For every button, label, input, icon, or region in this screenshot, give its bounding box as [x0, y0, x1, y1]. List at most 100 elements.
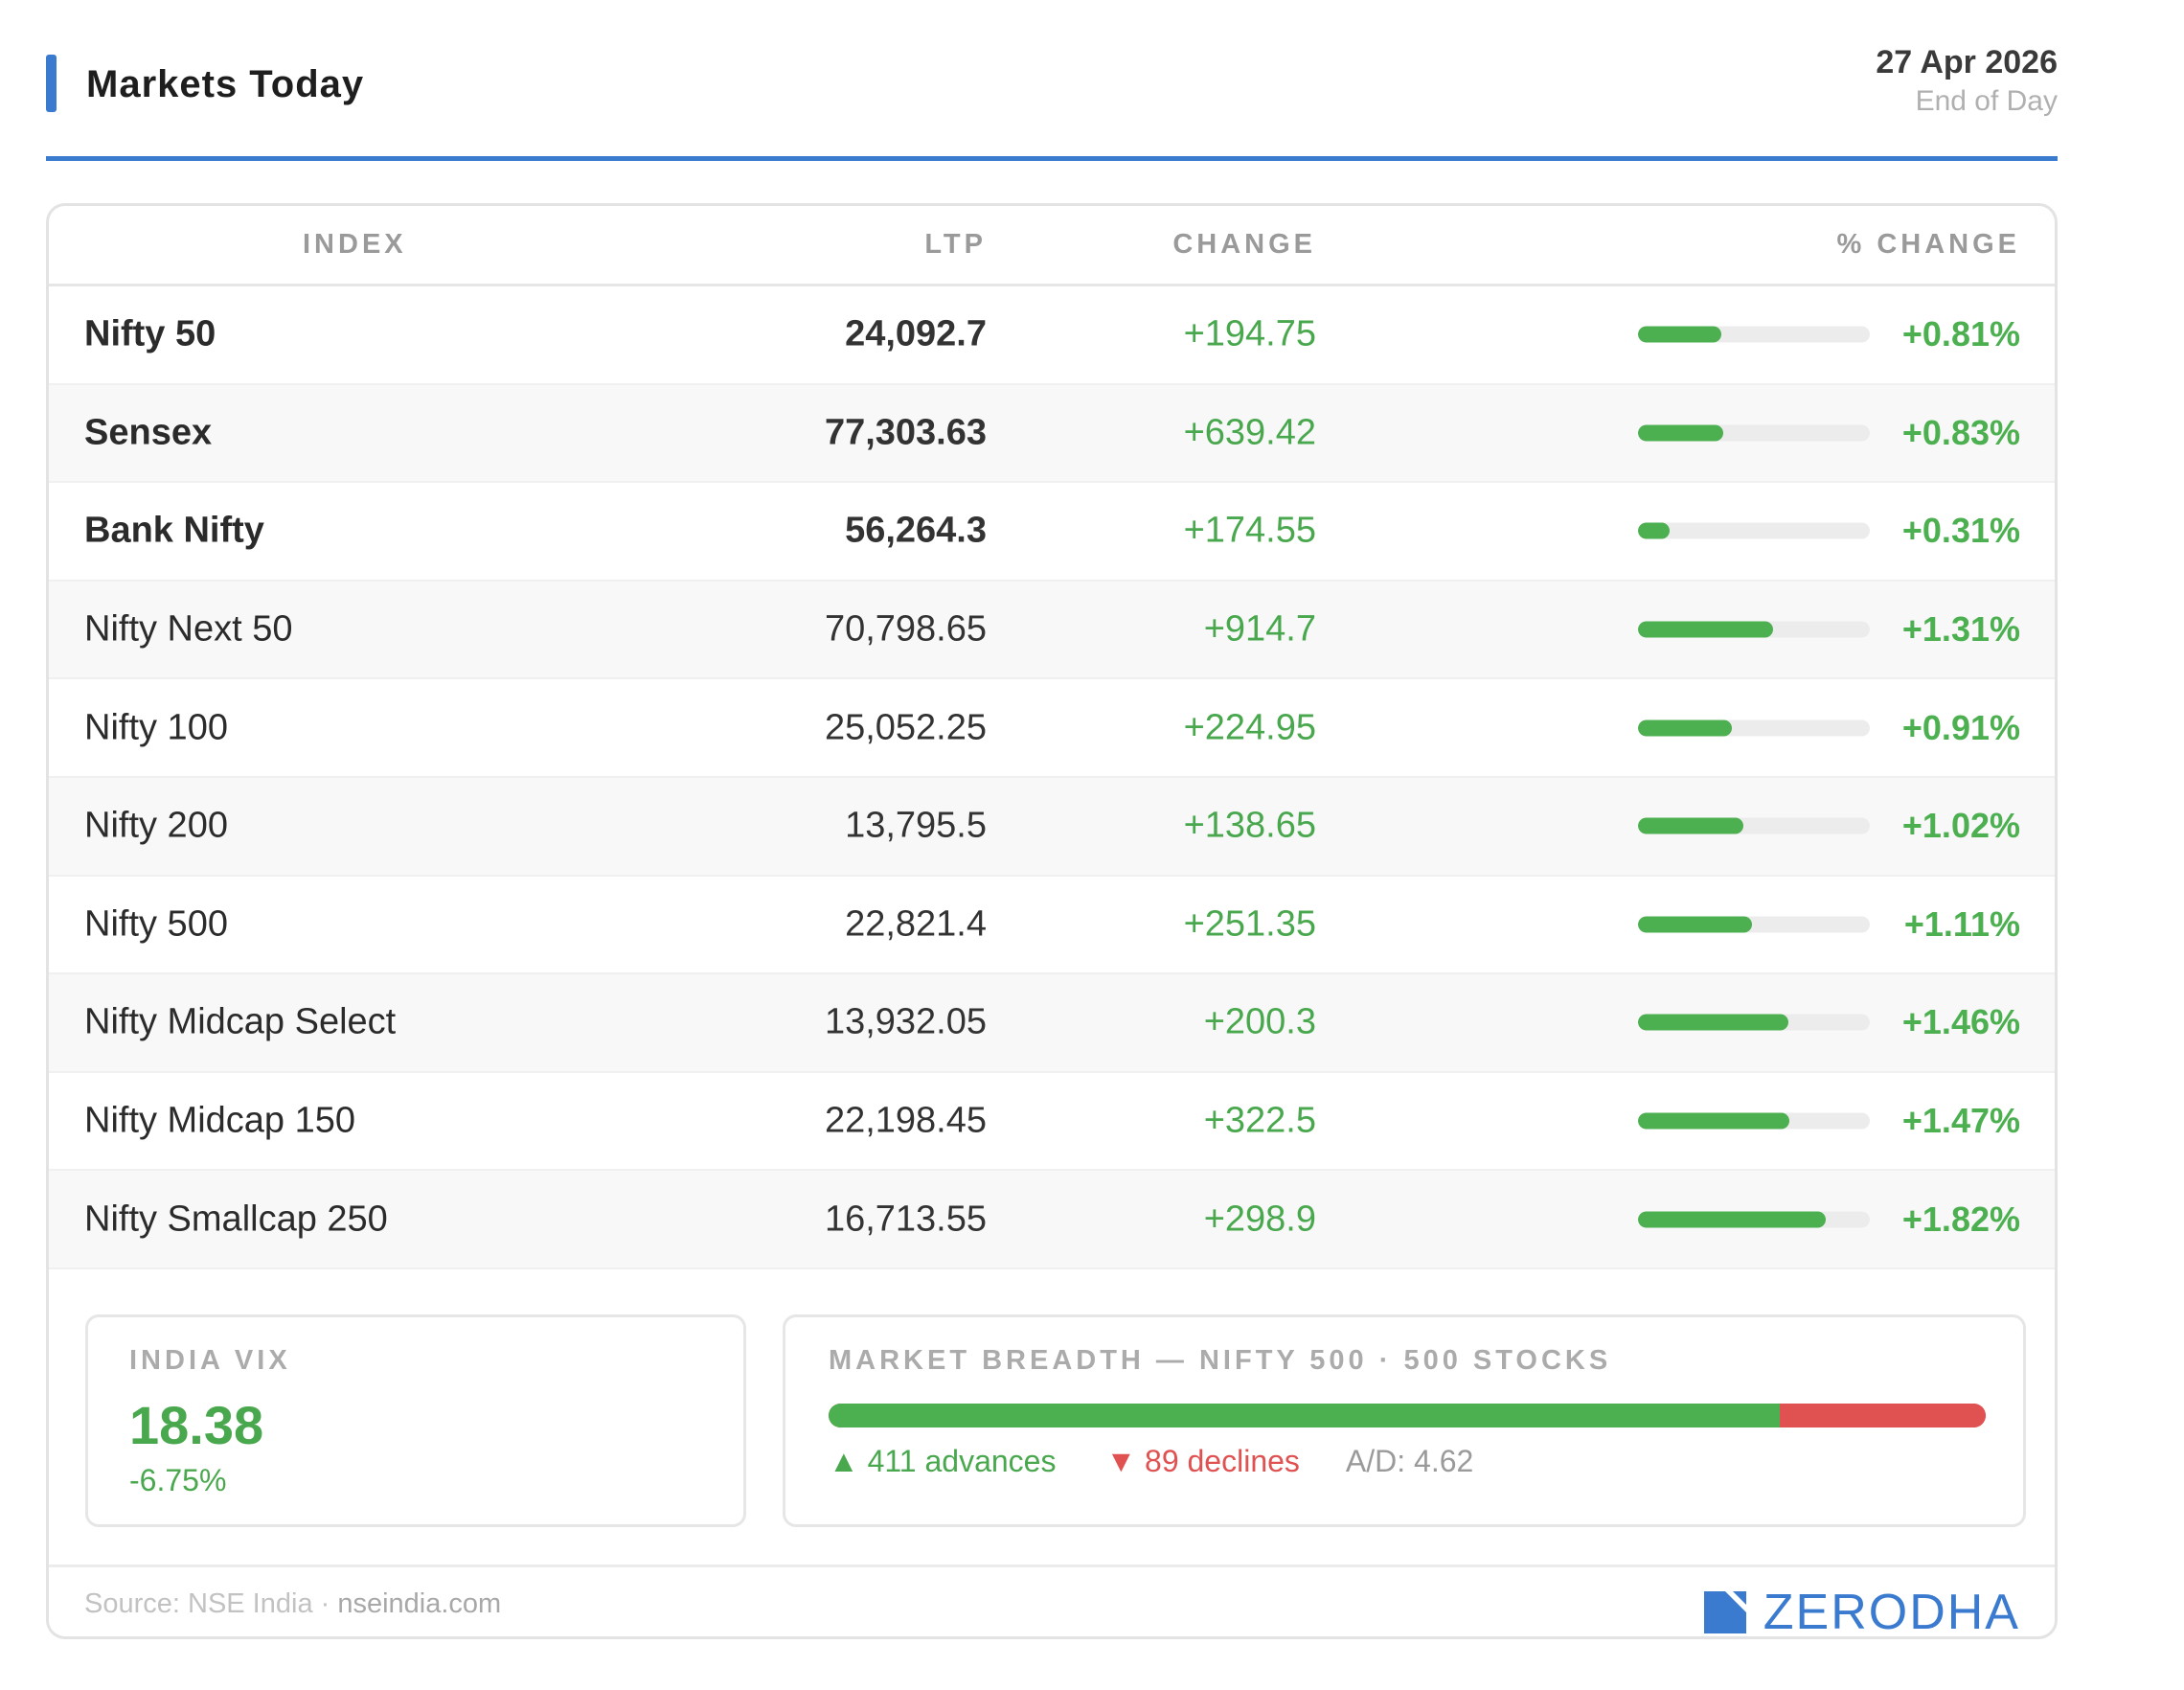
markets-card: INDEX LTP CHANGE % CHANGE Nifty 50 24,092… — [46, 203, 2058, 1639]
breadth-declines-segment — [1779, 1404, 1986, 1427]
header-accent-bar — [46, 55, 57, 112]
report-subtitle: End of Day — [1915, 85, 2058, 117]
index-pct-change: +0.83% — [1901, 412, 2020, 452]
table-row: Nifty Midcap 150 22,198.45 +322.5 +1.47% — [49, 1073, 2055, 1172]
index-name: Nifty Midcap Select — [84, 1001, 397, 1042]
source-note: Source: NSE India · nseindia.com — [84, 1588, 501, 1620]
declines-count: ▼ 89 declines — [1105, 1444, 1300, 1478]
table-header: INDEX LTP CHANGE % CHANGE — [49, 206, 2055, 286]
pct-change-bar-fill — [1638, 326, 1722, 343]
index-name: Nifty Smallcap 250 — [84, 1199, 388, 1240]
index-change: +138.65 — [1183, 805, 1316, 846]
summary-panel: INDIA VIX 18.38 -6.75% MARKET BREADTH — … — [49, 1277, 2055, 1564]
index-name: Nifty Midcap 150 — [84, 1100, 356, 1141]
index-pct-change: +1.46% — [1901, 1002, 2020, 1042]
index-ltp: 25,052.25 — [824, 707, 987, 748]
pct-change-bar-fill — [1638, 1112, 1790, 1130]
index-change: +194.75 — [1183, 313, 1316, 354]
index-change: +914.7 — [1203, 608, 1316, 650]
pct-change-bar-fill — [1638, 719, 1732, 737]
markets-today-page: Markets Today 27 Apr 2026 End of Day IND… — [46, 38, 2058, 1639]
pct-change-bar-fill — [1638, 1014, 1789, 1031]
index-pct-change: +1.31% — [1901, 609, 2020, 650]
index-ltp: 24,092.7 — [845, 313, 987, 354]
index-pct-change: +0.91% — [1901, 707, 2020, 747]
pct-change-bar-fill — [1638, 424, 1724, 442]
index-pct-change: +1.11% — [1903, 903, 2020, 944]
pct-change-bar-fill — [1638, 522, 1671, 539]
column-header-ltp: LTP — [924, 229, 987, 260]
pct-change-bar — [1638, 424, 1870, 442]
pct-change-bar — [1638, 621, 1870, 638]
index-change: +639.42 — [1183, 412, 1316, 453]
index-change: +251.35 — [1183, 903, 1316, 945]
column-header-index: INDEX — [303, 229, 407, 260]
column-header-change: CHANGE — [1172, 229, 1316, 260]
index-ltp: 22,198.45 — [824, 1100, 987, 1141]
report-date: 27 Apr 2026 — [1876, 44, 2058, 80]
index-change: +224.95 — [1183, 707, 1316, 748]
index-pct-change: +0.31% — [1901, 511, 2020, 551]
breadth-advances-segment — [829, 1404, 1780, 1427]
table-row: Nifty 100 25,052.25 +224.95 +0.91% — [49, 679, 2055, 778]
index-change: +174.55 — [1183, 510, 1316, 551]
vix-change: -6.75% — [129, 1463, 227, 1497]
table-row: Sensex 77,303.63 +639.42 +0.83% — [49, 384, 2055, 484]
vix-value: 18.38 — [129, 1395, 264, 1455]
source-prefix: Source: NSE India · — [84, 1588, 338, 1619]
header: Markets Today 27 Apr 2026 End of Day — [46, 38, 2058, 161]
breadth-legend: ▲ 411 advances ▼ 89 declines A/D: 4.62 — [829, 1444, 1473, 1479]
brand-name: ZERODHA — [1763, 1585, 2020, 1639]
column-header-pct-change: % CHANGE — [1836, 229, 2020, 260]
advances-count: ▲ 411 advances — [829, 1444, 1057, 1478]
index-name: Sensex — [84, 412, 213, 453]
header-date-block: 27 Apr 2026 End of Day — [1876, 44, 2058, 118]
pct-change-bar — [1638, 1211, 1870, 1228]
table-row: Nifty Next 50 70,798.65 +914.7 +1.31% — [49, 581, 2055, 680]
index-ltp: 77,303.63 — [824, 412, 987, 453]
index-change: +298.9 — [1203, 1199, 1316, 1240]
index-ltp: 16,713.55 — [824, 1199, 987, 1240]
index-name: Nifty 100 — [84, 707, 228, 748]
breadth-bar — [829, 1404, 1986, 1427]
index-change: +322.5 — [1203, 1100, 1316, 1141]
pct-change-bar — [1638, 1112, 1870, 1130]
pct-change-bar — [1638, 916, 1870, 933]
vix-label: INDIA VIX — [129, 1345, 291, 1376]
footer: Source: NSE India · nseindia.com ZERODHA — [49, 1564, 2055, 1639]
table-row: Nifty 200 13,795.5 +138.65 +1.02% — [49, 777, 2055, 877]
pct-change-bar — [1638, 1014, 1870, 1031]
source-link[interactable]: nseindia.com — [337, 1588, 502, 1619]
table-row: Nifty Midcap Select 13,932.05 +200.3 +1.46% — [49, 974, 2055, 1073]
index-pct-change: +1.02% — [1901, 806, 2020, 846]
index-ltp: 22,821.4 — [845, 903, 987, 945]
page-title: Markets Today — [86, 63, 365, 105]
index-ltp: 56,264.3 — [845, 510, 987, 551]
index-name: Nifty 50 — [84, 313, 216, 354]
table-row: Bank Nifty 56,264.3 +174.55 +0.31% — [49, 483, 2055, 582]
index-change: +200.3 — [1203, 1001, 1316, 1042]
pct-change-bar — [1638, 719, 1870, 737]
pct-change-bar — [1638, 522, 1870, 539]
pct-change-bar-fill — [1638, 621, 1773, 638]
index-pct-change: +0.81% — [1901, 314, 2020, 354]
index-table-body: Nifty 50 24,092.7 +194.75 +0.81% Sensex 77,30… — [49, 286, 2055, 1269]
pct-change-bar — [1638, 817, 1870, 834]
market-breadth-card: MARKET BREADTH — NIFTY 500 · 500 STOCKS … — [783, 1314, 2026, 1527]
index-pct-change: +1.47% — [1901, 1101, 2020, 1141]
index-name: Nifty 200 — [84, 805, 228, 846]
pct-change-bar-fill — [1638, 817, 1743, 834]
table-row: Nifty 50 24,092.7 +194.75 +0.81% — [49, 286, 2055, 385]
breadth-label: MARKET BREADTH — NIFTY 500 · 500 STOCKS — [829, 1345, 1612, 1376]
index-name: Nifty 500 — [84, 903, 228, 945]
zerodha-logo-icon — [1703, 1591, 1746, 1633]
index-name: Nifty Next 50 — [84, 608, 293, 650]
index-pct-change: +1.82% — [1901, 1199, 2020, 1239]
table-row: Nifty Smallcap 250 16,713.55 +298.9 +1.82% — [49, 1171, 2055, 1269]
india-vix-card: INDIA VIX 18.38 -6.75% — [85, 1314, 746, 1527]
index-name: Bank Nifty — [84, 510, 264, 551]
ad-ratio: A/D: 4.62 — [1345, 1444, 1474, 1478]
index-ltp: 70,798.65 — [824, 608, 987, 650]
table-row: Nifty 500 22,821.4 +251.35 +1.11% — [49, 877, 2055, 975]
index-ltp: 13,795.5 — [845, 805, 987, 846]
